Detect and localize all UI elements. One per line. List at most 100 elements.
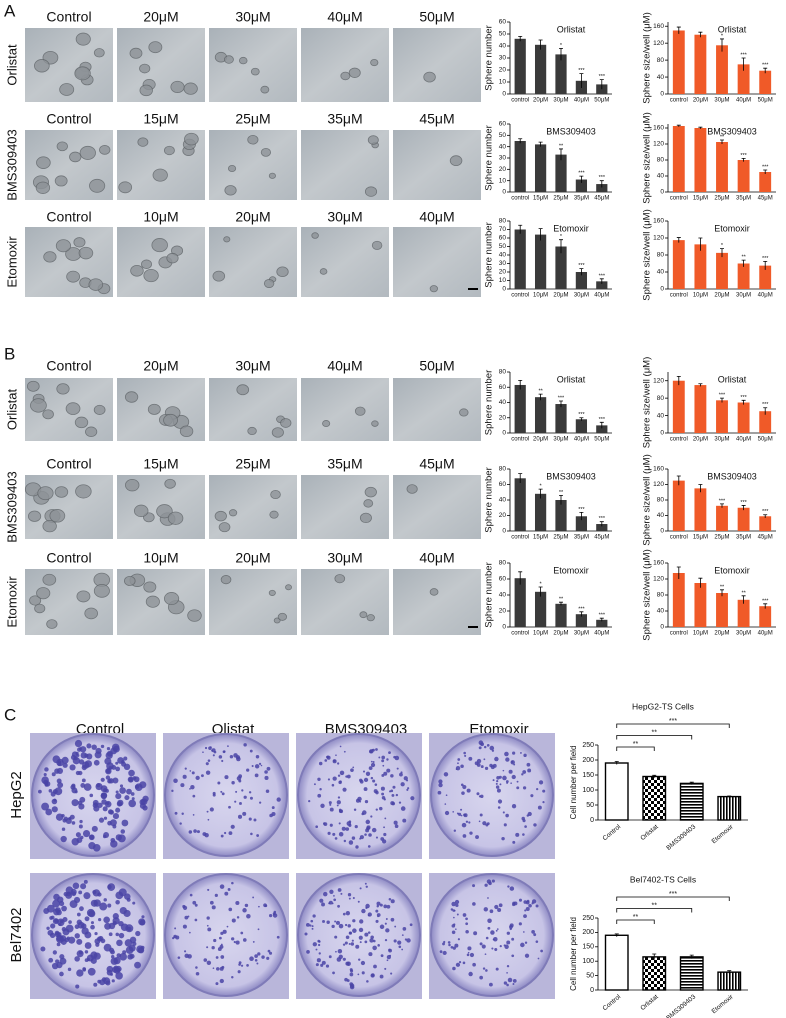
colony [53,908,60,916]
colony [388,948,392,953]
colony [61,905,67,912]
error-bar [676,26,681,34]
colony [239,802,242,805]
colony [108,778,114,784]
column-header: 25μM [235,111,270,127]
colony [80,883,87,890]
colony [249,749,253,753]
y-tick-label: 80 [499,560,507,567]
colony [207,818,210,821]
y-tick-label: 120 [653,576,664,583]
colony [462,834,467,838]
colony [132,941,137,946]
colony [497,908,502,913]
colony [460,808,463,811]
colony [128,799,137,808]
sphere [429,588,439,596]
colony [373,964,377,969]
colony [399,772,403,777]
colony [227,888,231,891]
chart-title: Orlistat [557,24,586,34]
error-bar [538,488,543,499]
sphere [423,71,436,83]
significance: *** [599,175,606,181]
colony [338,831,344,837]
error-bar [599,180,604,188]
sphere [89,178,106,193]
colony [499,945,502,948]
colony [384,922,387,925]
error-bar [698,31,703,38]
colony [533,823,537,827]
colony [78,890,83,895]
colony [313,783,316,786]
sphere [319,268,328,275]
sphere [238,56,248,65]
colony [43,773,47,777]
colony [348,897,351,900]
colony [221,792,225,796]
colony [462,913,467,917]
colony [535,940,539,943]
sphere [166,252,179,264]
chart-title: HepG2-TS Cells [632,701,694,711]
x-tick-label: control [670,196,688,202]
column-header: 50μM [419,9,454,25]
colony [79,746,87,753]
sphere [59,83,75,96]
colony [332,776,337,781]
colony [124,939,133,947]
column-header: Control [46,111,91,127]
sphere [69,151,82,163]
error-bar [518,473,523,483]
colony [328,801,332,805]
colony [467,946,472,951]
colony [442,942,445,946]
colony [450,945,454,949]
y-tick-label: 100 [582,787,594,794]
colony [533,933,537,937]
error-bar [676,375,681,386]
colony [83,892,91,900]
colony [478,746,482,750]
y-tick-label: 40 [499,497,507,504]
colony [503,981,508,985]
colony [192,900,197,905]
y-tick-label: 0 [590,987,594,994]
significance: * [540,484,543,490]
colony [509,886,515,891]
colony [59,954,65,960]
colony [365,903,370,909]
colony [472,962,476,967]
significance: ** [720,584,725,590]
colony [118,932,125,939]
chart-title: Orlistat [718,374,747,384]
colony [484,953,487,956]
colony [505,757,510,762]
colony [525,900,530,905]
bar [716,593,728,627]
colony [390,917,395,922]
colony [116,939,123,947]
colony [499,783,502,786]
colony [52,755,61,764]
x-tick-label: 50μM [594,437,609,443]
column-header: 10μM [143,550,178,566]
column-header: 30μM [235,9,270,25]
colony [251,764,254,768]
colony [127,776,134,783]
colony [243,743,247,747]
colony [265,789,270,793]
colony [468,756,473,761]
colony [402,818,407,823]
sphere [224,185,237,196]
significance: *** [578,412,585,418]
colony [482,967,486,970]
colony [227,745,229,748]
colony [370,762,376,768]
sphere [348,67,361,78]
colony [222,929,227,934]
colony [93,982,98,987]
colony [523,753,527,758]
